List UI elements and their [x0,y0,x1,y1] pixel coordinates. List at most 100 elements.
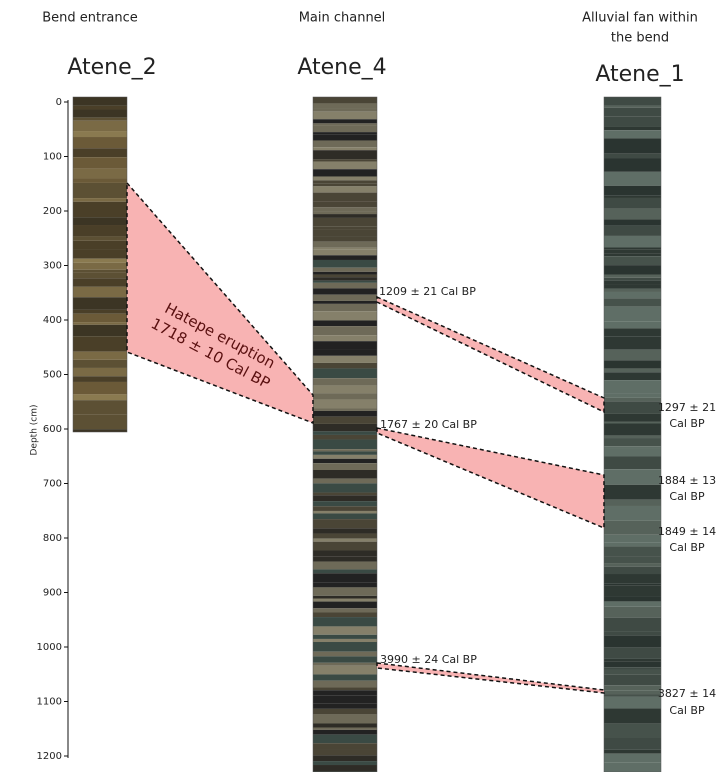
core-layer [604,97,661,106]
core-layer [313,709,377,715]
core-layer [604,393,661,398]
core-layer [313,750,377,756]
core-layer [73,352,127,360]
core-layer [313,368,377,378]
core-layer [604,250,661,254]
core-layer [313,666,377,675]
core-layer [313,513,377,519]
region-label: Bend entrance [42,11,138,26]
core-layer [313,335,377,341]
core-layer [313,431,377,435]
core-layer [313,147,377,150]
core-layer [604,583,661,585]
core-layer [313,283,377,289]
core-layer [604,567,661,574]
core-layer [313,501,377,506]
core-layer [73,183,127,198]
core-layer [313,150,377,159]
core-layer [604,469,661,485]
core-layer [73,287,127,297]
core-layer [313,557,377,562]
core-layer [313,212,377,215]
core-layer [604,618,661,632]
core-layer [313,326,377,335]
core-layer [313,587,377,595]
core-layer [604,401,661,414]
core-layer [313,363,377,369]
core-layer [313,207,377,211]
region-label: the bend [611,31,669,46]
core-layer [604,485,661,500]
core-layer [604,557,661,564]
core-layer [604,763,661,772]
core-layer [313,108,377,112]
core-layer [604,337,661,350]
core-layer [604,372,661,380]
cores [73,97,661,772]
core-layer [313,260,377,268]
core-layer [604,691,661,694]
core-layer [73,376,127,382]
core-layer [604,596,661,601]
core-layer [604,209,661,220]
date-correlation [377,663,604,693]
core-layer [604,724,661,738]
date-label: 1849 ± 14 [658,525,716,538]
date-label: Cal BP [669,490,705,503]
tephra-correlation [127,183,313,423]
core-layer [313,230,377,237]
core-layer [313,724,377,728]
core-layer [73,336,127,351]
core-layer [313,639,377,642]
core-layer [313,435,377,440]
core-layer [313,761,377,765]
core-layer [604,648,661,659]
core-layer [313,281,377,283]
core-name: Atene_2 [67,55,156,80]
core-layer [313,642,377,652]
core-layer [604,380,661,393]
core-layer [313,132,377,135]
core-layer [313,320,377,326]
core-layer [73,198,127,202]
core-layer [313,193,377,202]
core-layer [604,607,661,618]
core-layer [604,256,661,265]
core-layer [604,321,661,328]
core-layer [604,265,661,274]
core-layer [604,542,661,546]
core-layer [313,214,377,218]
core-layer [313,459,377,463]
core-layer [313,539,377,542]
core-layer [313,463,377,470]
core-layer [313,180,377,183]
core-layer [604,350,661,361]
core-layer [313,755,377,761]
core-layer [604,661,661,667]
core-layer [313,688,377,691]
core-layer [313,176,377,180]
core-layer [313,743,377,749]
date-correlation [377,297,604,412]
ticks: 0100200300400500600700800900100011001200 [37,97,68,762]
core-layer [604,669,661,674]
core-layer [313,123,377,125]
core-layer [73,278,127,287]
core-layer [73,225,127,236]
core-layer [313,169,377,176]
core-layer [604,685,661,691]
core-layer [313,186,377,192]
core-layer [73,325,127,337]
core-layer [313,626,377,634]
core-layer [313,495,377,501]
tick-label: 1000 [37,642,62,653]
core-layer [313,596,377,599]
core-layer [604,130,661,138]
date-label: Cal BP [669,417,705,430]
core-layer [313,690,377,695]
core-layer [604,172,661,186]
core-layer [73,148,127,157]
core-layer [73,241,127,249]
core-layer [313,493,377,496]
core-layer [604,307,661,321]
